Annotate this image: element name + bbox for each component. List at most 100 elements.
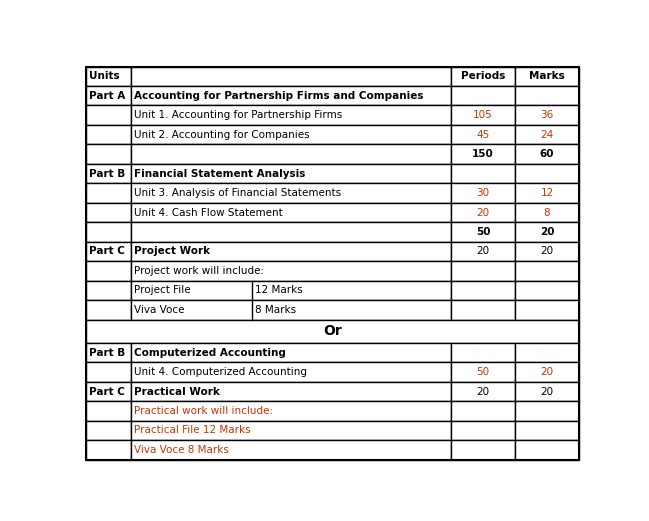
Text: 36: 36 (541, 110, 554, 120)
Bar (86, 261, 130, 281)
Bar (86, 319, 579, 343)
Text: Unit 3. Analysis of Financial Statements: Unit 3. Analysis of Financial Statements (134, 188, 341, 198)
Bar (86, 440, 130, 460)
Text: Practical work will include:: Practical work will include: (134, 406, 273, 416)
Bar (130, 144, 451, 164)
Bar (515, 281, 579, 300)
Text: 150: 150 (472, 149, 494, 159)
Text: 30: 30 (476, 188, 489, 198)
Bar (130, 382, 451, 401)
Text: Project File: Project File (134, 286, 190, 295)
Bar (86, 222, 130, 242)
Text: 8: 8 (544, 207, 550, 217)
Text: Project work will include:: Project work will include: (134, 266, 264, 276)
Text: Unit 4. Computerized Accounting: Unit 4. Computerized Accounting (134, 367, 307, 377)
Bar (515, 67, 579, 86)
Bar (86, 421, 130, 440)
Bar (515, 222, 579, 242)
Bar (86, 401, 130, 421)
Text: Financial Statement Analysis: Financial Statement Analysis (134, 169, 306, 179)
Text: Practical File 12 Marks: Practical File 12 Marks (134, 426, 251, 436)
Bar (451, 261, 515, 281)
Bar (515, 164, 579, 183)
Bar (130, 86, 451, 105)
Text: Viva Voce 8 Marks: Viva Voce 8 Marks (134, 445, 229, 455)
Bar (130, 222, 451, 242)
Bar (86, 183, 130, 203)
Text: 50: 50 (476, 367, 489, 377)
Bar (130, 261, 451, 281)
Bar (130, 105, 451, 125)
Bar (515, 125, 579, 144)
Bar (86, 203, 130, 222)
Bar (130, 281, 451, 300)
Text: Practical Work: Practical Work (134, 387, 220, 396)
Bar (515, 440, 579, 460)
Text: 8 Marks: 8 Marks (255, 305, 297, 315)
Text: Part B: Part B (89, 169, 125, 179)
Bar (451, 86, 515, 105)
Text: Or: Or (323, 324, 342, 338)
Text: 12: 12 (541, 188, 554, 198)
Bar (130, 300, 451, 319)
Bar (515, 401, 579, 421)
Bar (515, 86, 579, 105)
Bar (130, 183, 451, 203)
Bar (451, 300, 515, 319)
Text: Part C: Part C (89, 387, 125, 396)
Bar (86, 343, 130, 363)
Bar (451, 440, 515, 460)
Bar (451, 382, 515, 401)
Bar (130, 363, 451, 382)
Text: Accounting for Partnership Firms and Companies: Accounting for Partnership Firms and Com… (134, 91, 424, 101)
Text: Project Work: Project Work (134, 246, 210, 256)
Text: Part A: Part A (89, 91, 125, 101)
Bar (451, 183, 515, 203)
Bar (451, 164, 515, 183)
Text: 20: 20 (541, 246, 554, 256)
Bar (451, 125, 515, 144)
Text: 20: 20 (540, 227, 554, 237)
Bar (130, 164, 451, 183)
Text: Unit 1. Accounting for Partnership Firms: Unit 1. Accounting for Partnership Firms (134, 110, 342, 120)
Bar (515, 105, 579, 125)
Bar (515, 261, 579, 281)
Text: 105: 105 (473, 110, 493, 120)
Bar (130, 67, 451, 86)
Bar (86, 144, 130, 164)
Bar (451, 401, 515, 421)
Bar (86, 300, 130, 319)
Text: 20: 20 (476, 207, 489, 217)
Bar (451, 67, 515, 86)
Text: Part C: Part C (89, 246, 125, 256)
Bar (130, 401, 451, 421)
Bar (130, 203, 451, 222)
Bar (451, 105, 515, 125)
Text: 60: 60 (540, 149, 554, 159)
Text: Unit 4. Cash Flow Statement: Unit 4. Cash Flow Statement (134, 207, 283, 217)
Bar (130, 242, 451, 261)
Bar (515, 242, 579, 261)
Text: Unit 2. Accounting for Companies: Unit 2. Accounting for Companies (134, 130, 310, 140)
Text: Computerized Accounting: Computerized Accounting (134, 348, 286, 357)
Bar (86, 125, 130, 144)
Text: 12 Marks: 12 Marks (255, 286, 303, 295)
Text: 20: 20 (541, 387, 554, 396)
Text: 20: 20 (541, 367, 554, 377)
Bar (86, 86, 130, 105)
Bar (515, 343, 579, 363)
Bar (451, 144, 515, 164)
Bar (130, 125, 451, 144)
Bar (130, 440, 451, 460)
Bar (515, 382, 579, 401)
Bar (86, 164, 130, 183)
Text: Marks: Marks (529, 71, 565, 81)
Bar (86, 363, 130, 382)
Text: Periods: Periods (461, 71, 505, 81)
Text: 20: 20 (476, 387, 489, 396)
Bar (515, 363, 579, 382)
Bar (86, 242, 130, 261)
Bar (451, 222, 515, 242)
Text: Viva Voce: Viva Voce (134, 305, 184, 315)
Bar (451, 421, 515, 440)
